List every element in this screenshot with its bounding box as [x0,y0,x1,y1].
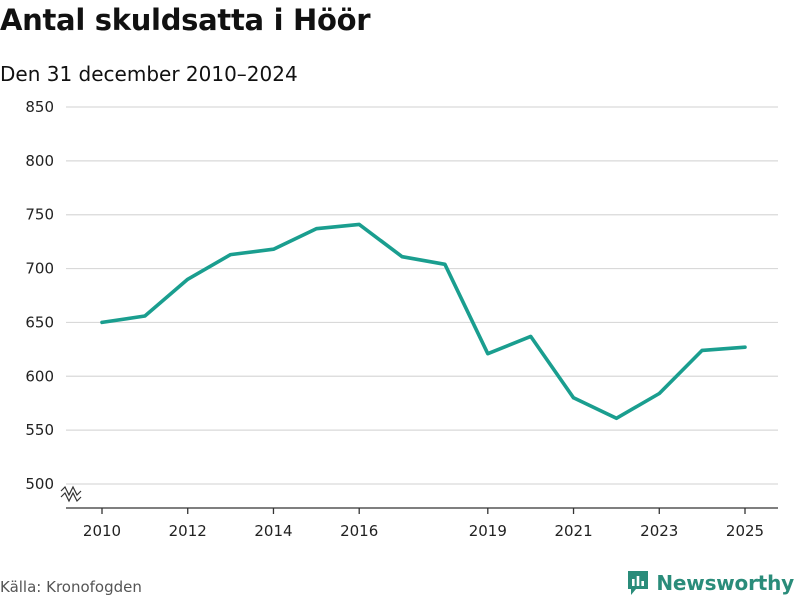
data-point [400,255,404,259]
x-tick-label: 2021 [554,522,592,540]
x-axis-ticks: 2010 2012 2014 2016 2019 2021 2023 2025 [83,508,764,540]
chart-subtitle: Den 31 december 2010–2024 [0,62,298,86]
y-tick-label: 700 [25,260,54,278]
source-note: Källa: Kronofogden [0,578,142,596]
data-point [314,227,318,231]
data-point [229,253,233,257]
chart-title: Antal skuldsatta i Höör [0,3,371,37]
data-point [486,352,490,356]
x-tick-label: 2019 [469,522,507,540]
data-point [572,396,576,400]
data-point [614,416,618,420]
y-tick-label: 550 [25,421,54,439]
data-point [743,345,747,349]
y-tick-label: 600 [25,367,54,385]
data-point [143,314,147,318]
grid-lines [66,106,778,485]
axis-break-stroke [60,491,82,503]
data-point [700,348,704,352]
data-point [529,334,533,338]
y-axis-break-icon [60,485,82,503]
y-tick-label: 800 [25,152,54,170]
x-tick-label: 2016 [340,522,378,540]
series-line-path [100,222,747,421]
data-point [186,277,190,281]
newsworthy-logo-icon [628,571,649,595]
y-tick-label: 650 [25,313,54,331]
y-tick-label: 750 [25,206,54,224]
data-point [357,222,361,226]
series-line [100,222,747,421]
x-tick-label: 2023 [640,522,678,540]
data-point [657,392,661,396]
x-tick-label: 2014 [254,522,292,540]
y-axis-ticks: 500 550 600 650 700 750 800 850 [25,98,54,493]
x-tick-label: 2025 [726,522,764,540]
brand-name: Newsworthy [656,571,794,595]
data-point [100,320,104,324]
axis-break-stroke [60,485,82,497]
data-point [443,262,447,266]
data-point [271,247,275,251]
y-tick-label: 500 [25,475,54,493]
x-tick-label: 2010 [83,522,121,540]
x-tick-label: 2012 [169,522,207,540]
y-tick-label: 850 [25,98,54,116]
brand-logo: Newsworthy [626,569,794,597]
